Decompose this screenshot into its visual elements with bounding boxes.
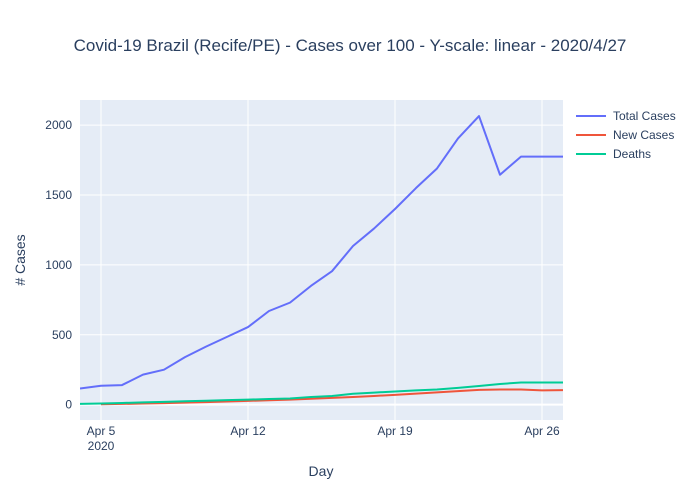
legend[interactable]: Total Cases New Cases Deaths: [576, 109, 676, 161]
legend-item-total-cases[interactable]: Total Cases: [576, 109, 676, 123]
x-axis-title: Day: [309, 463, 334, 479]
legend-label: Total Cases: [613, 109, 676, 123]
legend-label: New Cases: [613, 128, 674, 142]
y-axis-ticks: 0 500 1000 1500 2000: [45, 118, 72, 411]
x-tick-label: Apr 19: [377, 424, 413, 438]
series-lines: [80, 115, 563, 406]
y-tick-label: 1000: [45, 258, 72, 272]
x-tick-label: Apr 26: [524, 424, 560, 438]
plot-area: [80, 100, 563, 420]
series-line-new-cases: [100, 388, 563, 406]
y-axis-title: # Cases: [12, 234, 28, 285]
chart-title: Covid-19 Brazil (Recife/PE) - Cases over…: [74, 36, 627, 55]
series-line-deaths: [80, 381, 563, 405]
x-tick-label: Apr 5: [87, 424, 116, 438]
legend-item-new-cases[interactable]: New Cases: [576, 128, 674, 142]
y-tick-label: 500: [52, 328, 72, 342]
legend-item-deaths[interactable]: Deaths: [576, 147, 651, 161]
legend-label: Deaths: [613, 147, 651, 161]
gridlines: [80, 100, 563, 420]
y-tick-label: 1500: [45, 188, 72, 202]
series-line-total-cases: [80, 115, 563, 390]
y-tick-label: 2000: [45, 118, 72, 132]
y-tick-label: 0: [65, 398, 72, 412]
x-tick-year-label: 2020: [88, 439, 115, 453]
x-tick-label: Apr 12: [230, 424, 266, 438]
